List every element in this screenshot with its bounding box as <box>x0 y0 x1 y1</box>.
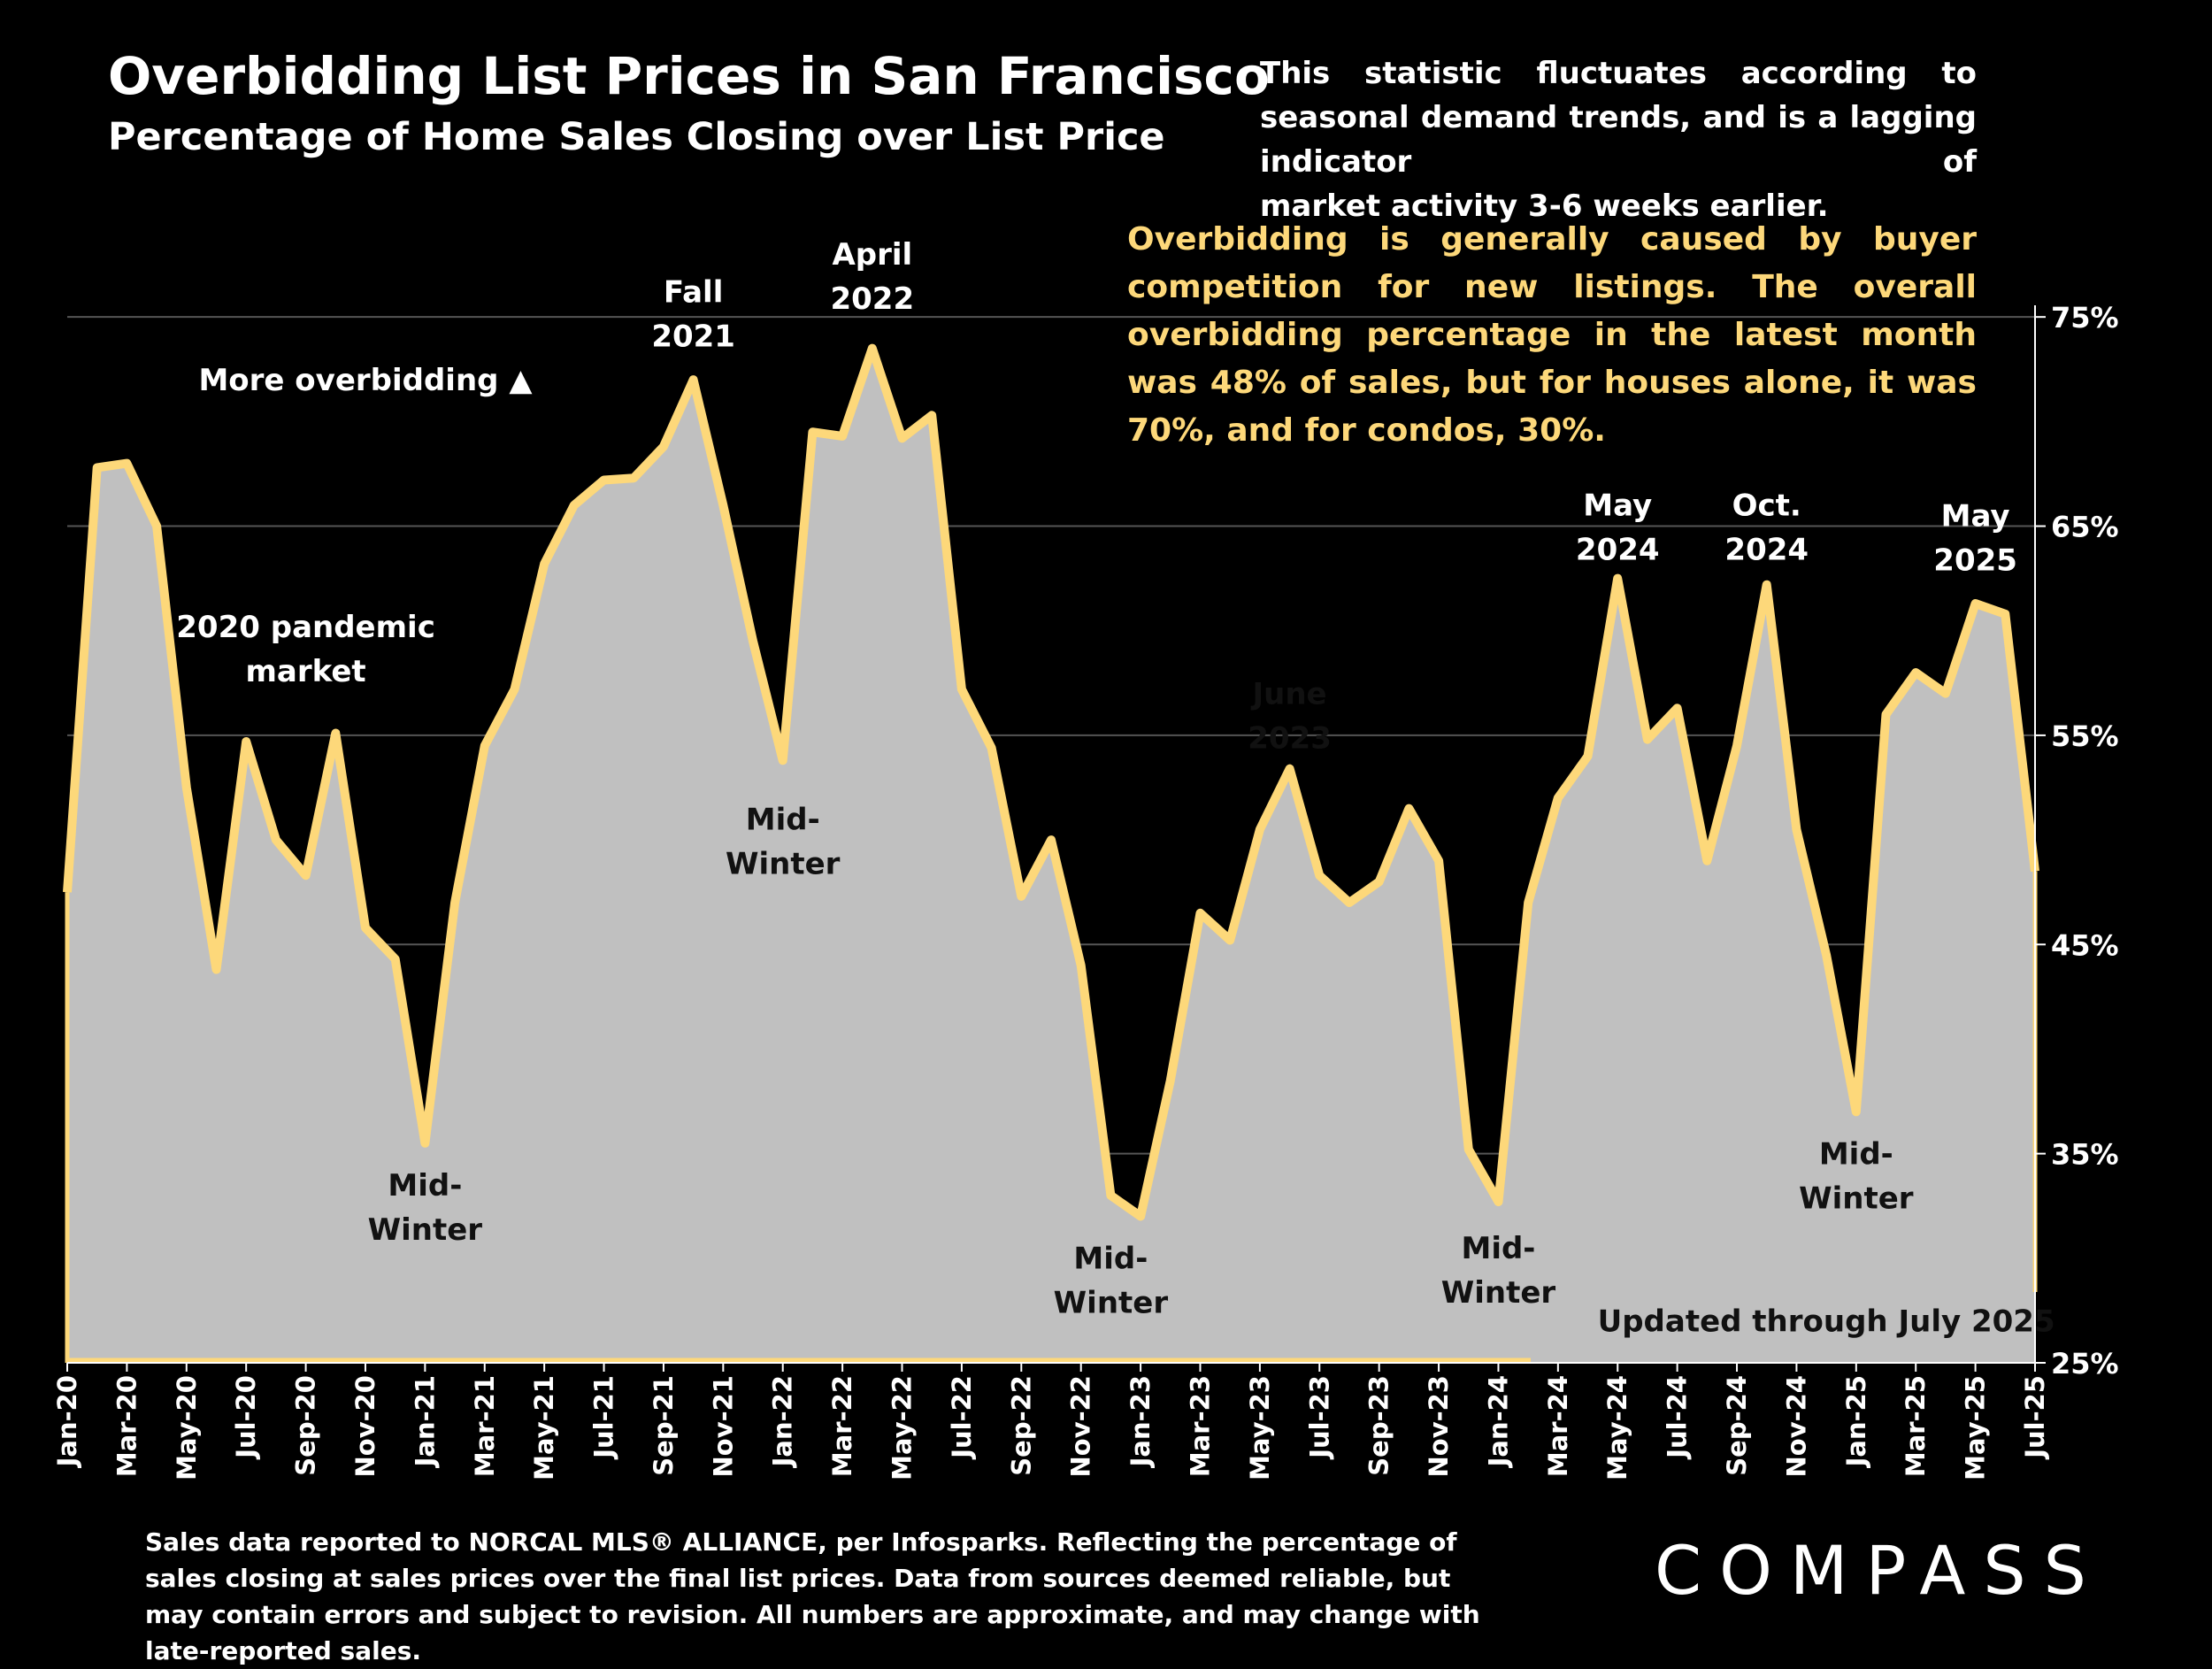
x-tick-label: May-22 <box>887 1375 918 1481</box>
chart-annotation: Fall 2021 <box>651 275 735 355</box>
seasonal-note-line-1: This statistic fluctuates according to s… <box>1260 56 1977 180</box>
y-tick-label: 75% <box>2051 301 2119 335</box>
chart-annotation: Mid-Winter <box>368 1168 483 1248</box>
overbidding-area-chart: 25% 35% 45% 55% 65% 75% Jan-20 Mar-20 May-20 Jul… <box>52 237 2119 1481</box>
x-tick-label: Sep-22 <box>1006 1375 1036 1476</box>
x-tick-label: Nov-20 <box>350 1375 380 1478</box>
x-tick-label: Jul-24 <box>1663 1375 1693 1460</box>
chart-annotation: April 2022 <box>830 237 914 317</box>
source-footnote: Sales data reported to NORCAL MLS® ALLIA… <box>145 1527 1480 1665</box>
y-tick-label: 45% <box>2051 928 2119 962</box>
seasonal-note: This statistic fluctuates according to s… <box>1260 51 1977 228</box>
x-tick-label: Mar-20 <box>111 1375 142 1477</box>
x-tick-label: Jul-23 <box>1304 1375 1334 1460</box>
x-tick-label: Sep-21 <box>649 1375 679 1476</box>
x-tick-label: Nov-22 <box>1066 1375 1096 1478</box>
x-tick-label: Nov-24 <box>1781 1375 1811 1478</box>
x-tick-label: Mar-25 <box>1901 1375 1931 1477</box>
overbidding-note: Overbidding is generally caused by buyer… <box>1127 221 1977 449</box>
x-axis-labels: Jan-20 Mar-20 May-20 Jul-20 Sep-20 Nov-20 Jan-… <box>52 1363 2050 1481</box>
x-tick-label: Sep-20 <box>291 1375 321 1476</box>
x-tick-label: May-25 <box>1961 1375 1991 1481</box>
x-tick-label: Jul-20 <box>231 1375 261 1460</box>
chart-annotation: May 2025 <box>1933 499 2017 579</box>
chart-annotation: Mid-Winter <box>1054 1242 1169 1321</box>
chart-annotation: May 2024 <box>1576 488 1660 568</box>
chart-annotation: Updated through July 2025 <box>1598 1304 2055 1340</box>
x-tick-label: Mar-24 <box>1543 1375 1573 1477</box>
x-tick-label: Jan-25 <box>1841 1375 1871 1468</box>
x-tick-label: Jul-25 <box>2020 1375 2050 1460</box>
chart-axes <box>65 305 2046 1364</box>
series-line <box>63 343 2039 1221</box>
x-tick-label: Mar-23 <box>1185 1375 1215 1477</box>
x-tick-label: Jul-21 <box>589 1375 619 1460</box>
chart-annotation: Mid-Winter <box>1441 1231 1556 1311</box>
chart-annotation: More overbidding ▲ <box>198 363 533 398</box>
x-tick-label: Nov-23 <box>1424 1375 1454 1478</box>
compass-logo: COMPASS <box>1655 1531 2104 1610</box>
x-tick-label: May-20 <box>172 1375 202 1481</box>
chart-annotation: Mid-Winter <box>1799 1136 1914 1216</box>
x-tick-label: Jan-20 <box>52 1375 82 1468</box>
chart-annotations: More overbidding ▲ 2020 pandemic market Fal… <box>176 237 2055 1339</box>
x-tick-label: May-23 <box>1245 1375 1275 1481</box>
chart-annotation: Mid-Winter <box>726 802 841 881</box>
x-tick-label: Jan-24 <box>1483 1375 1513 1468</box>
x-tick-label: Mar-21 <box>470 1375 500 1477</box>
x-tick-label: Jan-23 <box>1125 1375 1156 1468</box>
seasonal-note-line-2: market activity 3-6 weeks earlier. <box>1260 188 1829 224</box>
x-tick-label: Nov-21 <box>708 1375 738 1478</box>
x-tick-label: Sep-23 <box>1364 1375 1394 1476</box>
chart-annotation: 2020 pandemic market <box>176 610 435 689</box>
x-tick-label: May-21 <box>529 1375 559 1481</box>
y-tick-label: 55% <box>2051 719 2119 753</box>
chart-annotation: Oct. 2024 <box>1724 488 1809 568</box>
y-axis-labels: 25% 35% 45% 55% 65% 75% <box>2051 301 2119 1381</box>
x-tick-label: May-24 <box>1602 1375 1632 1481</box>
page-subtitle: Percentage of Home Sales Closing over Li… <box>108 115 1165 159</box>
y-tick-label: 35% <box>2051 1138 2119 1172</box>
x-tick-label: Jul-22 <box>947 1375 977 1460</box>
page-title: Overbidding List Prices in San Francisco <box>108 46 1270 106</box>
y-tick-label: 25% <box>2051 1347 2119 1381</box>
x-tick-label: Jan-22 <box>768 1375 798 1468</box>
x-tick-label: Mar-22 <box>827 1375 857 1477</box>
chart-annotation: June 2023 <box>1248 676 1332 756</box>
x-tick-label: Sep-24 <box>1722 1375 1752 1476</box>
y-tick-label: 65% <box>2051 511 2119 544</box>
x-tick-label: Jan-21 <box>410 1375 440 1468</box>
